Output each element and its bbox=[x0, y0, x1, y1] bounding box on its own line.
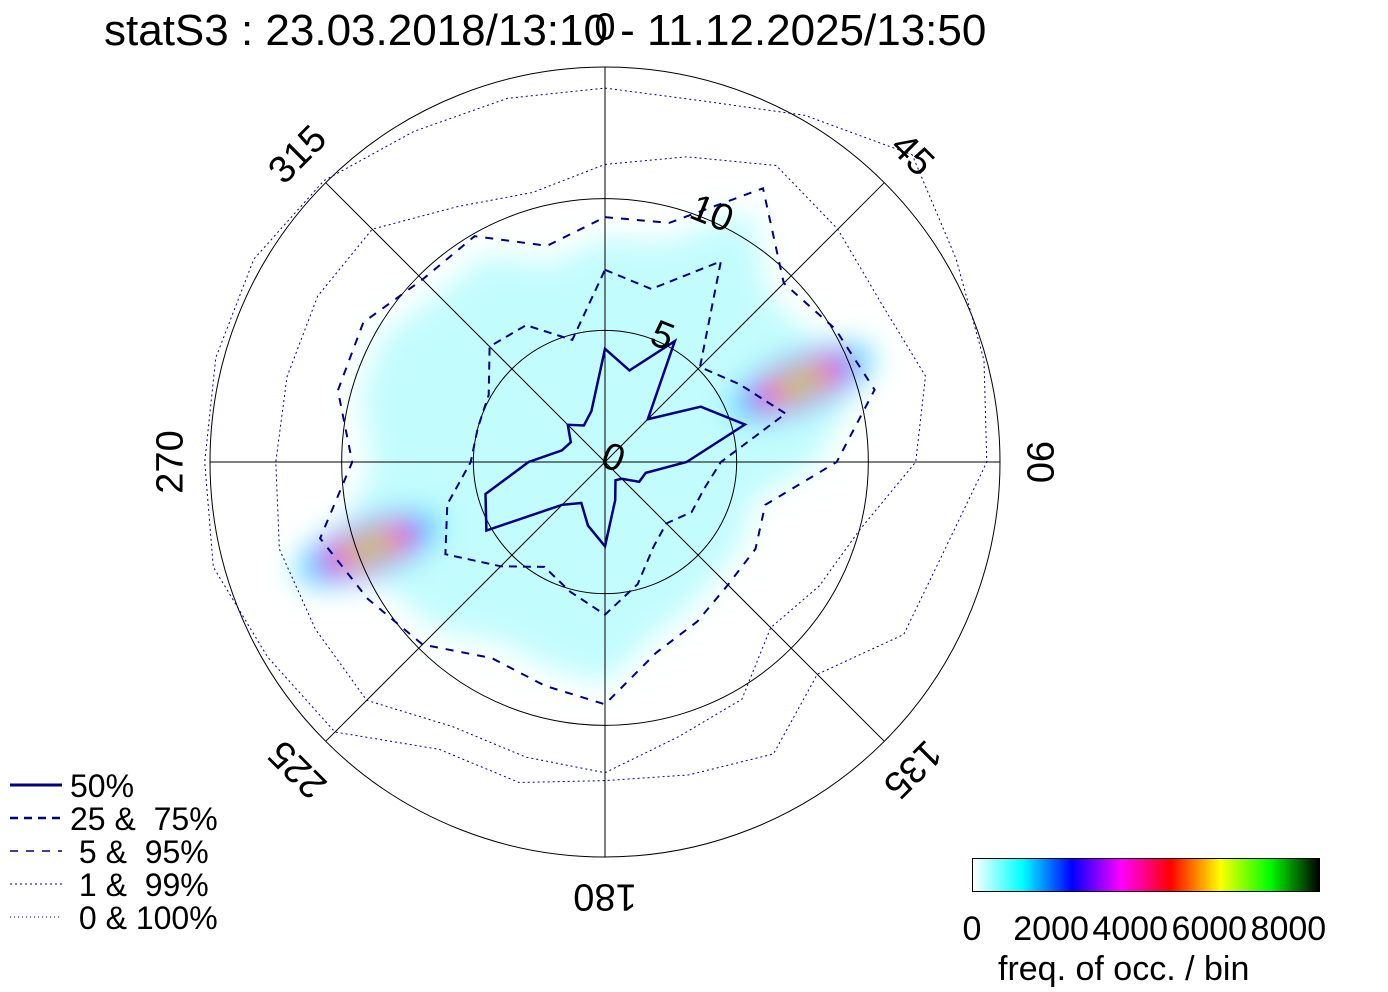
percentile-contour-1 bbox=[444, 259, 788, 616]
colorbar-tick-label: 6000 bbox=[1171, 910, 1248, 948]
direction-label: 45 bbox=[882, 125, 942, 185]
direction-label: 90 bbox=[1019, 441, 1061, 483]
frequency-field-base bbox=[342, 210, 854, 685]
percentile-contour-3 bbox=[275, 156, 927, 774]
colorbar-tick-label: 4000 bbox=[1092, 910, 1168, 948]
legend-label: 0 & 100% bbox=[70, 900, 218, 936]
legend-label: 1 & 99% bbox=[70, 867, 209, 903]
chart-title: statS3 : 23.03.2018/13:10 - 11.12.2025/1… bbox=[104, 6, 987, 55]
direction-label: 315 bbox=[261, 118, 336, 193]
direction-spoke bbox=[604, 461, 885, 742]
direction-label: 0 bbox=[594, 7, 615, 49]
frequency-field bbox=[294, 210, 876, 685]
colorbar-tick-label: 0 bbox=[962, 910, 982, 948]
legend-label: 5 & 95% bbox=[70, 834, 209, 870]
colorbar-tick-label: 8000 bbox=[1250, 910, 1327, 948]
direction-label: 270 bbox=[150, 430, 192, 493]
colorbar-label: freq. of occ. / bin bbox=[998, 950, 1250, 988]
percentile-contour-0 bbox=[484, 338, 748, 550]
hotspot-1-layer bbox=[353, 538, 387, 557]
direction-label: 225 bbox=[261, 732, 336, 807]
legend-label: 50% bbox=[70, 768, 135, 804]
colorbar-ticks: 0 2000 4000 6000 8000 bbox=[940, 910, 1360, 950]
direction-spoke bbox=[325, 182, 606, 463]
hotspot-0-layer bbox=[783, 374, 817, 393]
colorbar bbox=[972, 858, 1320, 892]
direction-label: 180 bbox=[573, 876, 636, 918]
direction-spoke bbox=[325, 461, 606, 742]
colorbar-tick-label: 2000 bbox=[1013, 910, 1089, 948]
direction-label: 135 bbox=[875, 732, 950, 807]
legend-label: 25 & 75% bbox=[70, 801, 218, 837]
